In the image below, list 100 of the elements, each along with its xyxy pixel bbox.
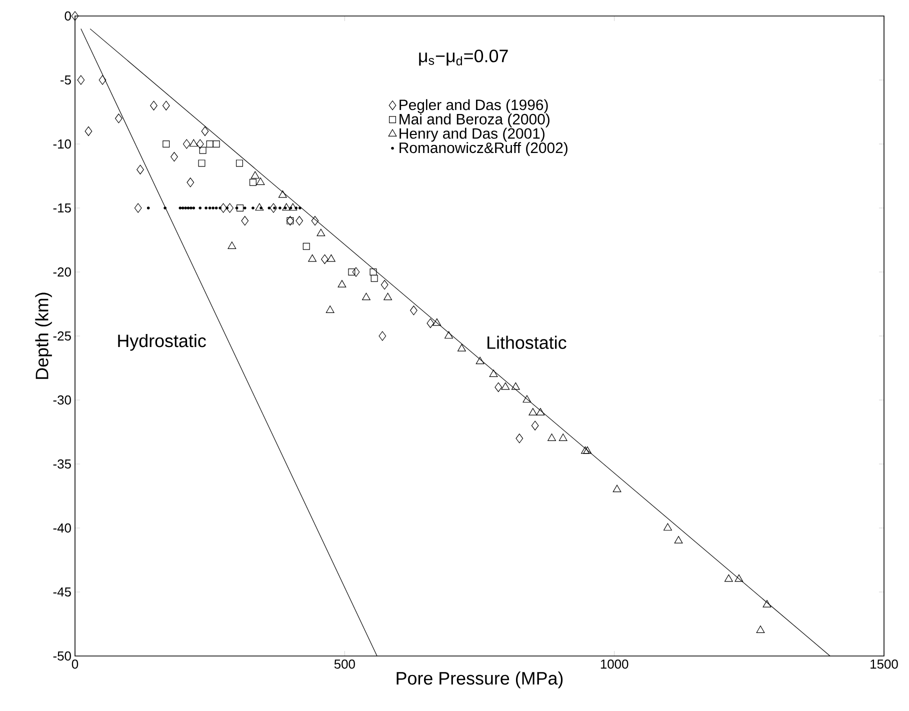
y-tick-label: -50: [53, 651, 71, 661]
point: [270, 203, 278, 213]
point: [71, 11, 79, 21]
point: [98, 75, 106, 85]
point: [326, 306, 334, 313]
x-tick-label: 0: [72, 660, 78, 669]
point: [136, 164, 144, 174]
point: [501, 382, 510, 390]
point: [134, 203, 142, 213]
point: [150, 100, 158, 110]
legend-label: Pegler and Das (1996): [400, 99, 548, 114]
point: [558, 434, 568, 441]
point: [370, 274, 378, 282]
point: [664, 523, 672, 531]
point: [184, 206, 187, 210]
y-tick-label: -10: [53, 139, 71, 149]
point: [278, 190, 287, 198]
point: [348, 268, 356, 276]
point: [288, 203, 298, 211]
point: [162, 140, 170, 148]
point: [516, 434, 524, 444]
point: [284, 206, 287, 210]
point: [362, 292, 370, 300]
legend-label: Mai and Beroza (2000): [400, 114, 550, 128]
point: [531, 420, 539, 430]
point: [260, 206, 262, 210]
point: [278, 206, 282, 210]
point: [182, 139, 190, 149]
y-tick-label: -45: [53, 587, 71, 597]
annotation: Lithostatic: [488, 336, 566, 349]
y-tick-label: -15: [53, 203, 71, 213]
point: [186, 178, 194, 188]
x-tick-label: 500: [334, 660, 355, 669]
point: [249, 178, 256, 186]
point: [583, 446, 592, 454]
y-axis-title: Depth (km): [35, 292, 52, 379]
point: [212, 206, 214, 210]
point: [243, 206, 246, 210]
point: [268, 206, 271, 210]
point: [522, 395, 532, 403]
point: [226, 206, 228, 210]
point: [220, 203, 227, 213]
point: [235, 206, 238, 210]
point: [444, 331, 453, 339]
point: [201, 126, 209, 136]
point: [734, 574, 744, 582]
y-tick-label: -25: [53, 331, 71, 341]
point: [581, 446, 590, 454]
point: [380, 280, 388, 290]
point: [511, 382, 520, 390]
point: [321, 254, 328, 264]
point: [612, 484, 622, 492]
x-tick-label: 1000: [600, 660, 628, 669]
point: [256, 178, 265, 185]
point: [762, 600, 772, 608]
point: [241, 216, 249, 226]
point: [294, 206, 298, 210]
point: [296, 216, 304, 226]
point: [199, 146, 206, 154]
point: [162, 100, 170, 110]
point: [236, 204, 244, 212]
point: [181, 206, 184, 210]
point: [170, 152, 178, 162]
point: [204, 206, 208, 210]
y-tick-label: -35: [53, 459, 71, 469]
point: [548, 434, 556, 441]
point: [316, 228, 326, 236]
y-tick-label: -20: [53, 267, 71, 277]
point: [218, 206, 222, 210]
legend-label: Romanowicz&Ruff (2002): [400, 142, 568, 156]
y-tick-label: 0: [64, 11, 71, 21]
legend-label: Henry and Das (2001): [400, 128, 544, 142]
point: [146, 206, 150, 210]
point: [311, 216, 319, 226]
point: [289, 206, 292, 210]
point: [298, 206, 302, 210]
point: [302, 242, 310, 250]
point: [214, 206, 218, 210]
point: [77, 75, 85, 85]
annotation: Hydrostatic: [118, 334, 206, 351]
point: [308, 254, 317, 262]
point: [228, 242, 236, 249]
point: [236, 160, 243, 167]
point: [189, 139, 198, 147]
point: [190, 206, 192, 210]
point: [186, 206, 190, 210]
y-tick-label: -40: [53, 523, 71, 533]
point: [273, 206, 276, 210]
y-tick-label: -5: [60, 75, 71, 85]
x-axis-title: Pore Pressure (MPa): [396, 672, 563, 688]
point: [528, 408, 538, 416]
point: [370, 268, 377, 276]
point: [352, 267, 360, 277]
point: [282, 203, 291, 211]
point: [674, 536, 683, 544]
x-tick-label: 1500: [870, 660, 898, 669]
point: [226, 203, 234, 213]
point: [384, 292, 392, 300]
point: [489, 370, 498, 377]
point: [178, 206, 182, 210]
